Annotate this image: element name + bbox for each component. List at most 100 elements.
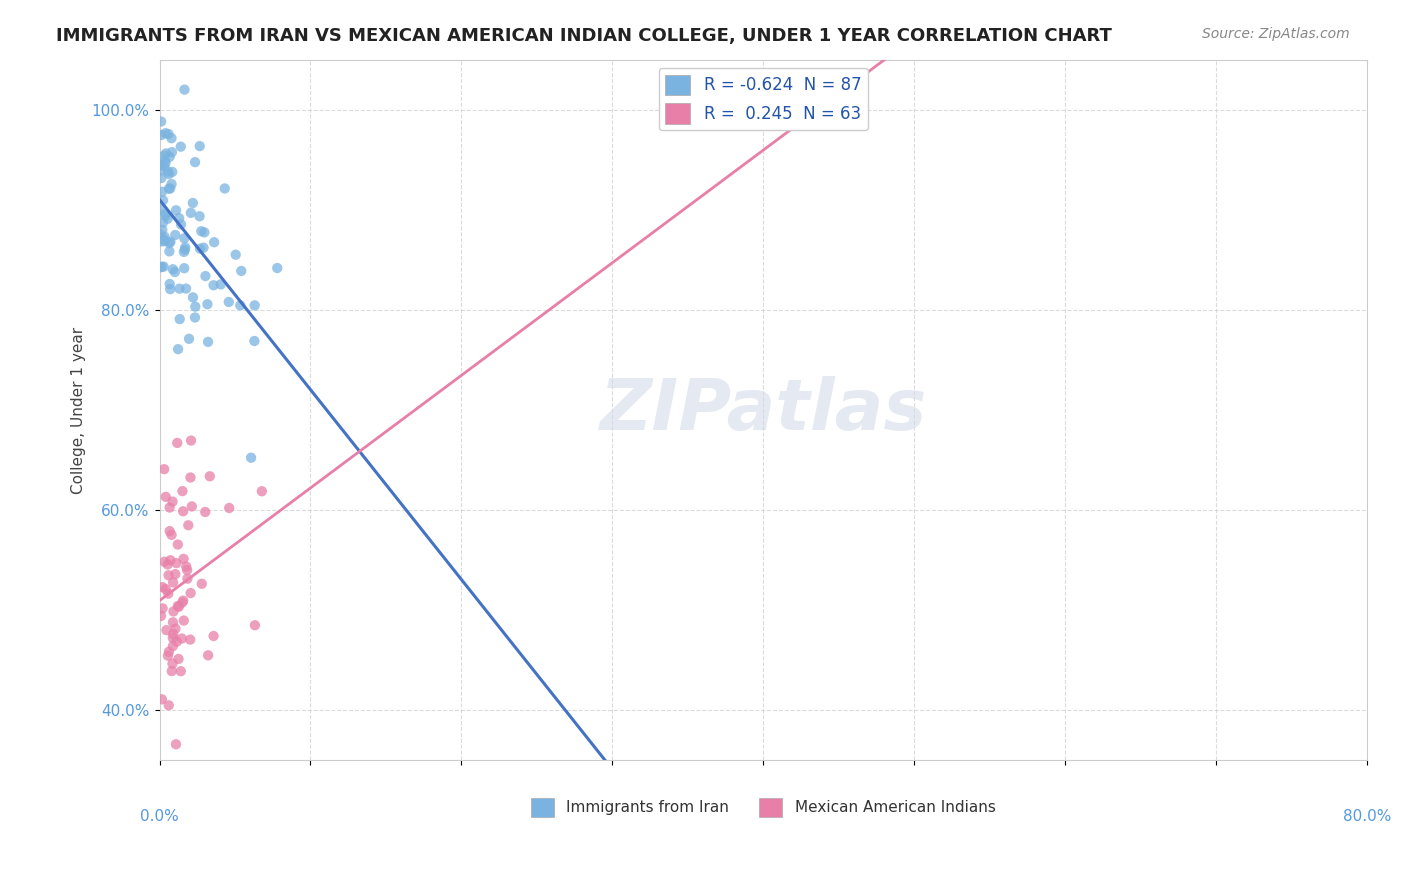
Point [165,737,187,751]
Point [240,450,263,465]
Point [157,235,180,250]
Point [163,265,186,279]
Point [162,575,184,590]
Point [153,153,176,168]
Point [174,243,197,257]
Point [166,634,188,648]
Point [167,342,190,356]
Point [180,500,202,514]
Point [152,216,174,230]
Text: 80.0%: 80.0% [1343,809,1391,824]
Point [152,260,174,274]
Point [157,127,180,141]
Point [172,484,194,499]
Point [157,167,180,181]
Point [214,181,236,195]
Point [202,629,225,643]
Point [184,155,207,169]
Point [180,586,202,600]
Point [157,645,180,659]
Point [197,334,219,349]
Point [176,563,198,577]
Point [153,234,176,248]
Point [172,593,194,607]
Point [166,436,188,450]
Point [159,277,181,291]
Point [162,639,184,653]
Point [159,150,181,164]
Point [160,145,183,160]
Point [177,518,200,533]
Point [155,623,177,637]
Point [160,131,183,145]
Point [162,631,184,645]
Point [149,202,172,217]
Point [159,500,181,515]
Point [202,278,225,293]
Point [193,226,215,240]
Point [156,558,179,572]
Legend: Immigrants from Iran, Mexican American Indians: Immigrants from Iran, Mexican American I… [524,792,1001,822]
Point [165,227,187,242]
Point [170,665,193,679]
Point [170,632,193,646]
Point [153,160,176,174]
Point [157,698,180,713]
Point [162,615,184,630]
Point [172,504,194,518]
Point [181,196,204,211]
Point [162,627,184,641]
Point [155,582,177,596]
Point [229,298,252,312]
Point [162,605,184,619]
Text: Source: ZipAtlas.com: Source: ZipAtlas.com [1202,27,1350,41]
Point [160,177,183,191]
Point [180,206,202,220]
Point [174,282,197,296]
Point [173,244,195,259]
Point [160,664,183,678]
Point [218,295,240,310]
Point [173,552,195,566]
Point [179,470,201,484]
Text: 0.0%: 0.0% [141,809,179,824]
Point [153,462,176,476]
Point [153,555,176,569]
Point [167,652,190,666]
Point [169,282,191,296]
Point [167,211,190,226]
Point [193,241,215,255]
Point [153,149,176,163]
Point [152,232,174,246]
Point [202,235,225,250]
Point [160,528,183,542]
Point [184,310,207,325]
Point [150,128,173,142]
Point [150,260,173,274]
Point [152,580,174,594]
Point [157,182,180,196]
Point [194,268,217,283]
Point [184,300,207,314]
Point [155,146,177,161]
Point [165,622,187,636]
Point [162,657,184,671]
Point [173,614,195,628]
Point [173,82,195,96]
Point [150,171,173,186]
Point [197,648,219,663]
Point [169,312,191,326]
Point [150,692,173,706]
Point [155,156,177,170]
Point [166,537,188,551]
Point [177,332,200,346]
Point [243,618,266,632]
Point [150,185,173,199]
Point [165,203,187,218]
Point [218,500,240,515]
Point [150,223,173,237]
Point [152,194,174,208]
Point [194,505,217,519]
Point [150,608,173,623]
Point [173,261,195,276]
